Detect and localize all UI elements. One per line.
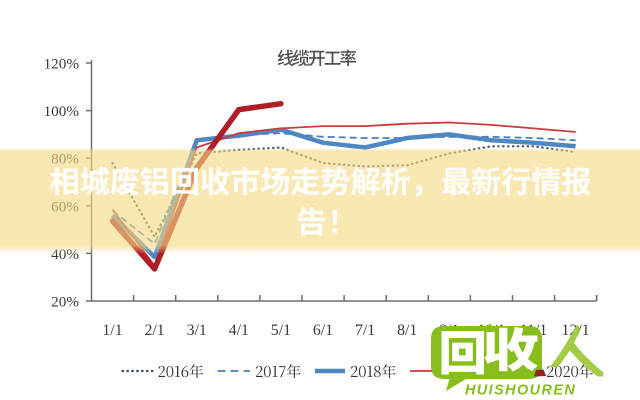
svg-text:6/1: 6/1 — [313, 322, 333, 339]
svg-text:2/1: 2/1 — [145, 322, 165, 339]
svg-text:100%: 100% — [44, 103, 80, 120]
svg-text:HUISHOUREN: HUISHOUREN — [465, 383, 576, 399]
svg-text:5/1: 5/1 — [271, 322, 291, 339]
svg-text:1/1: 1/1 — [102, 322, 122, 339]
svg-text:120%: 120% — [44, 56, 80, 73]
svg-text:20%: 20% — [51, 294, 79, 311]
svg-text:7/1: 7/1 — [355, 322, 375, 339]
svg-text:8/1: 8/1 — [397, 322, 417, 339]
svg-text:4/1: 4/1 — [229, 322, 249, 339]
svg-text:3/1: 3/1 — [187, 322, 207, 339]
